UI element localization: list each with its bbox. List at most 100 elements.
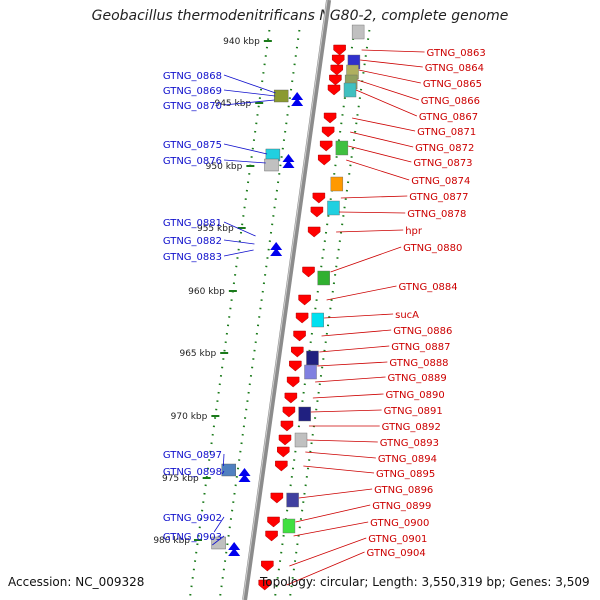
minus-strand-gene-arrow [321, 126, 335, 138]
minus-gene-label[interactable]: GTNG_0872 [415, 143, 474, 154]
minus-gene-label[interactable]: GTNG_0895 [376, 469, 435, 480]
minus-strand-feature-block [286, 492, 299, 508]
plus-gene-label[interactable]: GTNG_0898 [163, 467, 222, 478]
plus-gene-label[interactable]: GTNG_0881 [163, 218, 222, 229]
plus-gene-label[interactable]: GTNG_0870 [163, 101, 222, 112]
plus-strand-gene-arrow [291, 98, 304, 106]
plus-gene-leader-line [222, 453, 225, 467]
minus-gene-label[interactable]: GTNG_0865 [423, 79, 482, 90]
minus-gene-leader-line [350, 131, 414, 148]
minus-strand-gene-arrow [267, 516, 280, 528]
minus-gene-label[interactable]: GTNG_0889 [388, 373, 447, 384]
minus-strand-feature-block [327, 200, 340, 216]
minus-gene-label[interactable]: GTNG_0887 [391, 342, 450, 353]
minus-gene-label[interactable]: GTNG_0884 [398, 282, 457, 293]
minus-gene-label[interactable]: GTNG_0896 [374, 485, 433, 496]
minus-gene-leader-line [336, 229, 404, 233]
plus-strand-gene-arrow [270, 248, 283, 256]
minus-strand-gene-arrow [298, 294, 311, 306]
minus-gene-label[interactable]: GTNG_0888 [389, 358, 448, 369]
minus-gene-label[interactable]: GTNG_0894 [378, 454, 437, 465]
minus-gene-label[interactable]: GTNG_0892 [382, 422, 441, 433]
kbp-tick-label: 975 kbp [162, 474, 199, 484]
minus-gene-label[interactable]: GTNG_0880 [403, 243, 462, 254]
minus-gene-label[interactable]: GTNG_0890 [386, 390, 445, 401]
minus-strand-gene-arrow [319, 140, 333, 152]
minus-gene-label[interactable]: GTNG_0893 [380, 438, 439, 449]
minus-gene-label[interactable]: GTNG_0904 [367, 548, 426, 559]
minus-strand-gene-arrow [282, 406, 296, 418]
minus-strand-gene-arrow [333, 44, 346, 56]
minus-gene-label[interactable]: hpr [405, 226, 423, 237]
minus-strand-gene-arrow [302, 266, 315, 278]
minus-strand-gene-arrow [330, 64, 344, 76]
plus-gene-label[interactable]: GTNG_0903 [163, 532, 222, 543]
minus-gene-leader-line [312, 393, 384, 399]
minus-gene-leader-line [330, 246, 402, 273]
genome-backbone [242, 0, 332, 600]
minus-gene-leader-line [305, 451, 376, 459]
minus-gene-label[interactable]: GTNG_0871 [417, 127, 476, 138]
minus-gene-label[interactable]: GTNG_0874 [411, 176, 470, 187]
minus-gene-label[interactable]: GTNG_0864 [425, 63, 484, 74]
minus-strand-gene-arrow [286, 376, 300, 388]
plus-strand-gene-arrow [291, 92, 304, 100]
minus-gene-leader-line [306, 439, 378, 443]
plus-strand-gene-arrow [282, 160, 295, 168]
minus-strand-gene-arrow [310, 206, 324, 218]
plus-strand-gene-arrow [238, 468, 251, 476]
minus-gene-label[interactable]: GTNG_0900 [370, 518, 429, 529]
minus-gene-label[interactable]: GTNG_0878 [407, 209, 466, 220]
plus-gene-leader-line [223, 74, 276, 94]
minus-gene-leader-line [289, 537, 367, 567]
minus-strand-feature-block [343, 82, 357, 98]
plus-gene-label[interactable]: GTNG_0869 [163, 86, 222, 97]
minus-strand-feature-block [330, 176, 344, 192]
minus-strand-gene-arrow [331, 54, 345, 66]
map-title: Geobacillus thermodenitrificans NG80-2, … [91, 8, 509, 24]
plus-gene-label[interactable]: GTNG_0883 [163, 252, 222, 263]
minus-strand-gene-arrow [284, 392, 298, 404]
plus-gene-label[interactable]: GTNG_0902 [163, 513, 222, 524]
minus-gene-label[interactable]: GTNG_0867 [419, 112, 478, 123]
plus-gene-label[interactable]: GTNG_0897 [163, 450, 222, 461]
minus-strand-feature-block [317, 270, 330, 286]
genome-summary-text: Topology: circular; Length: 3,550,319 bp… [260, 575, 590, 589]
minus-gene-label[interactable]: GTNG_0863 [427, 48, 486, 59]
minus-strand-feature-block [298, 406, 311, 422]
minus-strand-gene-arrow [329, 74, 342, 86]
minus-gene-label[interactable]: GTNG_0873 [413, 158, 472, 169]
minus-gene-label[interactable]: GTNG_0899 [372, 501, 431, 512]
plus-gene-label[interactable]: GTNG_0876 [163, 156, 222, 167]
minus-gene-leader-line [338, 211, 406, 214]
minus-gene-label[interactable]: GTNG_0866 [421, 96, 480, 107]
minus-gene-label[interactable]: GTNG_0901 [368, 534, 427, 545]
plus-gene-leader-line [223, 249, 254, 257]
minus-gene-label[interactable]: GTNG_0886 [393, 326, 452, 337]
minus-strand-gene-arrow [270, 492, 284, 504]
plus-gene-label[interactable]: GTNG_0875 [163, 140, 222, 151]
minus-strand-gene-arrow [261, 560, 274, 572]
plus-gene-label[interactable]: GTNG_0868 [163, 71, 222, 82]
minus-gene-label[interactable]: sucA [395, 310, 419, 321]
plus-gene-label[interactable]: GTNG_0882 [163, 236, 222, 247]
minus-strand-feature-block [351, 24, 365, 40]
minus-strand-gene-arrow [258, 579, 271, 591]
minus-gene-label[interactable]: GTNG_0891 [384, 406, 443, 417]
minus-gene-leader-line [321, 329, 392, 337]
plus-gene-leader-line [223, 89, 276, 97]
minus-strand-feature-block [311, 312, 324, 328]
kbp-tick-label: 970 kbp [171, 412, 208, 422]
minus-gene-leader-line [355, 89, 418, 117]
minus-strand-gene-arrow [312, 192, 326, 204]
kbp-tick-label: 960 kbp [188, 287, 225, 297]
minus-strand-gene-arrow [291, 346, 304, 358]
minus-strand-gene-arrow [265, 530, 278, 542]
kbp-tick-label: 965 kbp [179, 349, 216, 359]
minus-strand-gene-arrow [307, 226, 321, 238]
minus-gene-label[interactable]: GTNG_0877 [409, 192, 468, 203]
minus-strand-gene-arrow [280, 420, 294, 432]
minus-gene-leader-line [324, 313, 394, 319]
